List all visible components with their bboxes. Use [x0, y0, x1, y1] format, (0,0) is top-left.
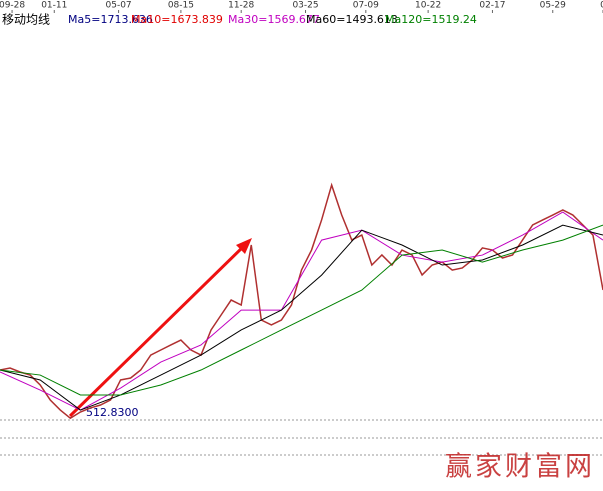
x-tick-label: 05-07	[106, 1, 132, 11]
series-line	[0, 224, 603, 396]
series-line	[0, 211, 603, 411]
chart-title: 移动均线	[2, 13, 50, 27]
x-tick-label: 0	[600, 1, 603, 11]
x-tick-label: 05-29	[540, 1, 566, 11]
legend-entry: Ma10=1673.839	[131, 13, 223, 26]
low-annotation: 512.8300	[86, 406, 139, 419]
series-line	[0, 224, 603, 411]
series-line	[0, 182, 603, 420]
x-tick-label: 08-15	[168, 1, 194, 11]
trend-arrow	[68, 242, 248, 418]
x-tick-label: 10-22	[415, 1, 441, 11]
x-tick-label: 11-28	[228, 1, 254, 11]
x-tick-label: 09-28	[0, 1, 25, 11]
x-tick-label: 03-25	[292, 1, 318, 11]
arrow-head	[236, 238, 252, 254]
legend-entry: Ma30=1569.677	[228, 13, 320, 26]
x-tick-label: 01-11	[41, 1, 67, 11]
legend-entry: Ma5=1713.636	[68, 13, 153, 26]
legend-entry: Ma120=1519.24	[385, 13, 477, 26]
watermark: 赢家财富网	[445, 452, 595, 483]
legend-entry: Ma60=1493.613	[306, 13, 398, 26]
x-tick-label: 02-17	[479, 1, 505, 11]
x-tick-label: 07-09	[353, 1, 379, 11]
